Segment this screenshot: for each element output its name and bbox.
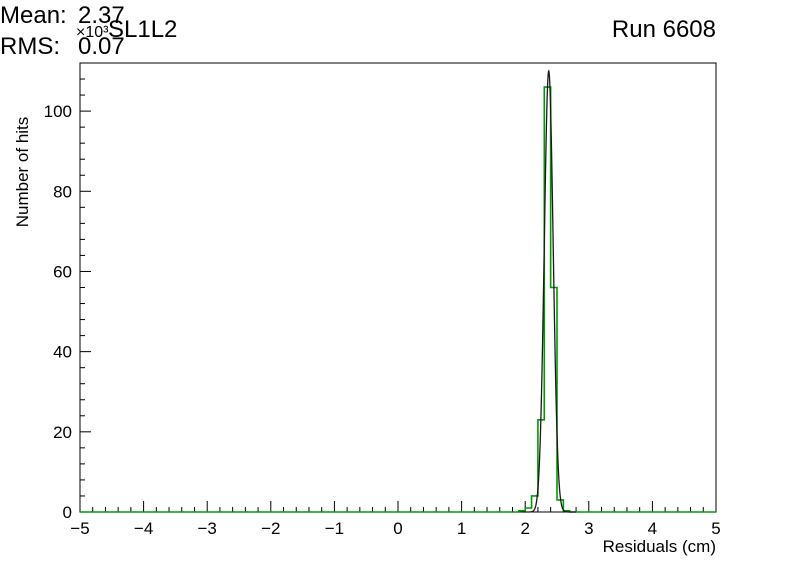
rms-label: RMS: — [0, 33, 60, 60]
rms-value: 0.07 — [78, 33, 125, 60]
gaussian-fit-curve — [522, 69, 577, 513]
svg-text:1: 1 — [457, 519, 466, 538]
svg-text:80: 80 — [53, 182, 72, 201]
svg-text:20: 20 — [53, 423, 72, 442]
svg-text:−2: −2 — [261, 519, 280, 538]
svg-text:3: 3 — [584, 519, 593, 538]
svg-text:5: 5 — [711, 519, 720, 538]
svg-text:4: 4 — [648, 519, 657, 538]
mean-label: Mean: — [0, 2, 67, 29]
y-axis-exponent-label: ×10³ — [76, 24, 109, 41]
svg-text:2: 2 — [520, 519, 529, 538]
x-axis-title: Residuals (cm) — [603, 537, 716, 556]
residuals-histogram-line — [80, 86, 716, 513]
run-number-label: Run 6608 — [611, 16, 716, 43]
svg-text:−1: −1 — [325, 519, 344, 538]
svg-text:−5: −5 — [70, 519, 89, 538]
svg-text:0: 0 — [63, 503, 72, 522]
pad-title: SL1L2 — [108, 16, 178, 43]
y-axis-title: Number of hits — [13, 117, 32, 228]
axis-ticks — [79, 62, 717, 513]
x-tick-labels: −5 −4 −3 −2 −1 0 1 2 3 4 5 — [70, 519, 720, 538]
mean-value: 2.37 — [78, 2, 125, 29]
stat-line-mean: Mean: 2.37 — [0, 0, 796, 31]
svg-text:0: 0 — [393, 519, 402, 538]
stats-box: Mean: 2.37 RMS: 0.07 — [0, 0, 796, 62]
svg-text:60: 60 — [53, 262, 72, 281]
svg-text:−4: −4 — [134, 519, 153, 538]
plot-frame — [79, 62, 717, 513]
y-tick-labels: 0 20 40 60 80 100 — [44, 102, 72, 522]
svg-text:−3: −3 — [198, 519, 217, 538]
svg-text:100: 100 — [44, 102, 72, 121]
stat-line-rms: RMS: 0.07 — [0, 31, 796, 62]
svg-text:40: 40 — [53, 343, 72, 362]
